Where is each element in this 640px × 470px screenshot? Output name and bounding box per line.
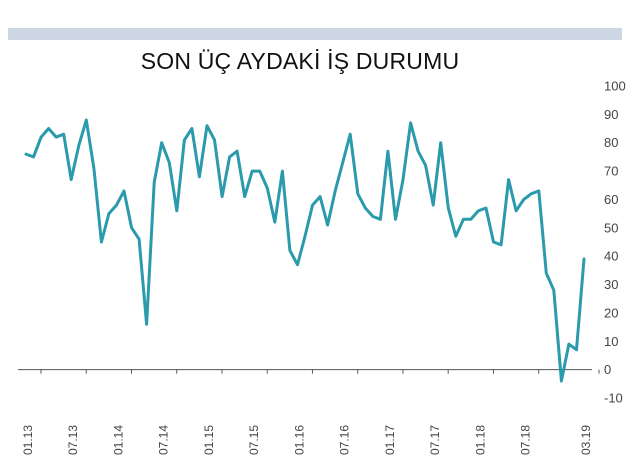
y-tick-label: 30 [604,277,618,292]
y-tick-label: 60 [604,192,618,207]
x-tick-label: 01.14 [111,425,125,455]
x-tick-label: 01.13 [21,425,35,455]
x-tick-label: 01.18 [473,425,487,455]
y-tick-label: 10 [604,334,618,349]
y-axis-ticks: -10 0 10 20 30 40 50 60 70 80 90 100 [604,79,626,406]
y-tick-label: 70 [604,164,618,179]
x-tick-label: 07.13 [66,425,80,455]
chart-title: SON ÜÇ AYDAKİ İŞ DURUMU [140,48,460,74]
x-tick-label: 07.18 [519,425,533,455]
y-tick-label: 20 [604,305,618,320]
x-tick-label: 01.16 [292,425,306,455]
top-band [0,0,640,8]
x-tick-label: 07.17 [428,425,442,455]
series-line [24,118,586,383]
y-tick-label: 50 [604,220,618,235]
x-tick-label: 07.15 [247,425,261,455]
y-tick-label: 100 [604,79,626,94]
x-tick-label: 01.17 [383,425,397,455]
y-tick-label: 80 [604,135,618,150]
y-tick-label: -10 [604,391,623,406]
y-tick-label: 0 [604,362,611,377]
x-axis-ticks: 01.13 07.13 01.14 07.14 01.15 07.15 01.16 07.16… [21,425,593,455]
x-tick-label: 07.14 [157,425,171,455]
x-tick-label: 01.15 [202,425,216,455]
x-axis-tick-marks [40,369,600,374]
x-tick-label: 03.19 [579,425,593,455]
x-tick-label: 07.16 [338,425,352,455]
y-tick-label: 40 [604,249,618,264]
y-tick-label: 90 [604,107,618,122]
header-divider-bar [8,28,622,40]
